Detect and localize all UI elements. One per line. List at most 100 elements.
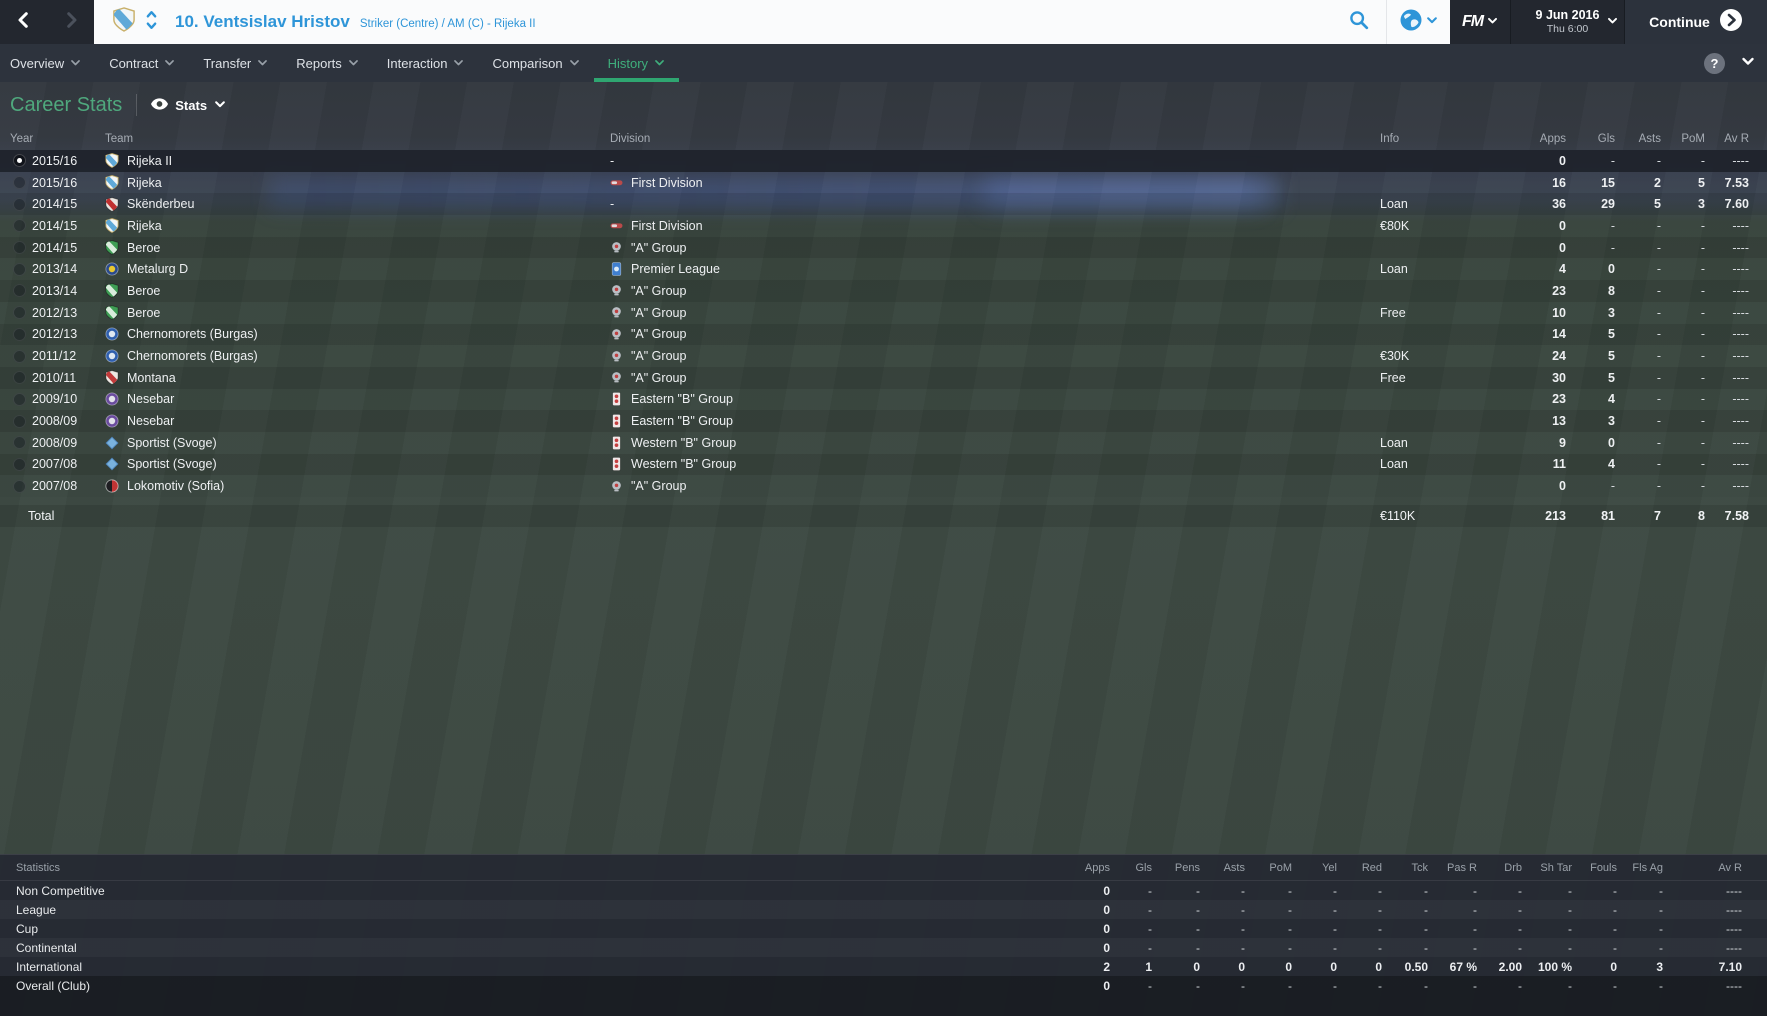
world-menu-button[interactable] <box>1387 0 1450 44</box>
search-button[interactable] <box>1332 0 1386 44</box>
gls-cell: 4 <box>1608 457 1615 472</box>
career-row[interactable]: 2011/12 Chernomorets (Burgas) "A" Group €30… <box>0 345 1767 367</box>
help-button[interactable]: ? <box>1704 52 1725 74</box>
col-header-pom[interactable]: PoM <box>1681 133 1705 145</box>
row-radio[interactable] <box>13 306 26 320</box>
team-name: Beroe <box>127 283 161 298</box>
row-radio[interactable] <box>13 197 26 211</box>
col-header-info[interactable]: Info <box>1380 133 1400 145</box>
continue-button[interactable]: Continue <box>1624 0 1767 44</box>
total-gls: 81 <box>1601 509 1615 523</box>
row-radio[interactable] <box>13 371 26 385</box>
division-name: "A" Group <box>631 283 687 298</box>
row-radio[interactable] <box>13 349 26 363</box>
row-radio[interactable] <box>13 176 26 190</box>
stats-value-cell: - <box>1196 902 1200 917</box>
year-cell: 2011/12 <box>0 349 105 363</box>
stats-value-cell: - <box>1659 940 1663 955</box>
col-header-asts[interactable]: Asts <box>1638 133 1661 145</box>
bottom-col-header-sh-tar: Sh Tar <box>1540 861 1572 874</box>
row-radio[interactable] <box>13 457 26 471</box>
career-row[interactable]: 2012/13 Beroe "A" Group Free 10 3- - ---- <box>0 302 1767 324</box>
career-row[interactable]: 2015/16 Rijeka First Division 16 15 2 5 7.53 <box>0 172 1767 194</box>
row-radio[interactable] <box>13 479 26 493</box>
row-radio[interactable] <box>13 327 26 341</box>
nav-item-overview[interactable]: Overview <box>0 44 95 82</box>
career-table-body: 2015/16 Rijeka II -0- - - ---- 2015/16 Rijeka Fi… <box>0 150 1767 497</box>
career-row[interactable]: 2008/09 Sportist (Svoge) Western "B" Group… <box>0 432 1767 454</box>
row-radio[interactable] <box>13 414 26 428</box>
row-radio[interactable] <box>13 436 26 450</box>
player-switch-icon[interactable] <box>145 9 158 36</box>
row-radio[interactable] <box>13 219 26 233</box>
back-button[interactable] <box>0 0 47 44</box>
career-row[interactable]: 2015/16 Rijeka II -0- - - ---- <box>0 150 1767 172</box>
view-picker-dropdown[interactable]: Stats <box>151 98 226 113</box>
career-row[interactable]: 2013/14 Beroe "A" Group 23 8- - ---- <box>0 280 1767 302</box>
team-crest-icon <box>105 153 119 169</box>
bottom-col-header-drb: Drb <box>1504 861 1522 874</box>
stats-value-cell: 1 <box>1145 959 1152 974</box>
year-cell: 2014/15 <box>0 241 105 255</box>
team-crest-icon <box>105 218 119 234</box>
career-row[interactable]: 2013/14 Metalurg D Premier League Loan 4 0- - -… <box>0 258 1767 280</box>
col-header-avr[interactable]: Av R <box>1724 133 1749 145</box>
col-header-division[interactable]: Division <box>610 133 651 145</box>
stats-value-cell: 3 <box>1656 959 1663 974</box>
division-name: "A" Group <box>631 349 687 364</box>
row-radio[interactable] <box>13 392 26 406</box>
career-row[interactable]: 2012/13 Chernomorets (Burgas) "A" Group 14 5… <box>0 323 1767 346</box>
nav-item-comparison[interactable]: Comparison <box>478 44 593 82</box>
career-row[interactable]: 2014/15 Beroe "A" Group 0- - - ---- <box>0 236 1767 259</box>
career-row[interactable]: 2008/09 Nesebar Eastern "B" Group 13 3- - ---- <box>0 410 1767 432</box>
pom-cell: - <box>1700 305 1705 320</box>
info-cell: Loan <box>1380 457 1408 472</box>
date-picker-button[interactable]: 9 Jun 2016 Thu 6:00 <box>1510 0 1624 44</box>
career-row[interactable]: 2014/15 Skënderbeu - Loan 36 29 5 3 7.60 <box>0 193 1767 216</box>
row-radio[interactable] <box>13 154 26 168</box>
bottom-col-header-asts: Asts <box>1223 861 1245 874</box>
navbar-collapse-icon[interactable] <box>1741 54 1755 73</box>
year-label: 2008/09 <box>32 435 78 450</box>
col-header-team[interactable]: Team <box>105 133 134 145</box>
nav-item-contract[interactable]: Contract <box>95 44 189 82</box>
fm-menu-button[interactable]: FM <box>1450 0 1510 44</box>
career-row[interactable]: 2007/08 Lokomotiv (Sofia) "A" Group 0- - - ---… <box>0 475 1767 497</box>
division-cell: "A" Group <box>610 241 1380 255</box>
asts-cell: - <box>1656 283 1661 298</box>
col-header-gls[interactable]: Gls <box>1597 133 1615 145</box>
division-cell: Premier League <box>610 262 1380 276</box>
year-label: 2013/14 <box>32 262 78 277</box>
year-label: 2015/16 <box>32 153 78 168</box>
year-cell: 2007/08 <box>0 479 105 493</box>
forward-button[interactable] <box>47 0 94 44</box>
nav-item-reports[interactable]: Reports <box>282 44 373 82</box>
row-radio[interactable] <box>13 241 26 255</box>
asts-cell: - <box>1656 479 1661 494</box>
stats-value-cell: 0 <box>1103 902 1110 917</box>
chevron-down-icon <box>70 56 81 71</box>
asts-cell: - <box>1656 457 1661 472</box>
career-row[interactable]: 2009/10 Nesebar Eastern "B" Group 23 4- - ---- <box>0 389 1767 411</box>
year-cell: 2014/15 <box>0 197 105 211</box>
col-header-year[interactable]: Year <box>10 133 34 145</box>
row-radio[interactable] <box>13 284 26 298</box>
career-row[interactable]: 2014/15 Rijeka First Division €80K 0- - - ---- <box>0 215 1767 237</box>
stats-value-cell: ---- <box>1726 979 1742 993</box>
career-row[interactable]: 2007/08 Sportist (Svoge) Western "B" Group… <box>0 453 1767 476</box>
col-header-apps[interactable]: Apps <box>1539 133 1566 145</box>
asts-cell: - <box>1656 240 1661 255</box>
stats-value-cell: - <box>1518 902 1522 917</box>
header-divider <box>136 94 138 116</box>
team-crest-icon <box>105 457 119 471</box>
division-cell: Western "B" Group <box>610 436 1380 450</box>
pom-cell: - <box>1700 153 1705 168</box>
stats-value-cell: 0 <box>1103 883 1110 898</box>
stats-row-label: League <box>16 902 57 917</box>
career-row[interactable]: 2010/11 Montana "A" Group Free 30 5- - ---- <box>0 366 1767 389</box>
nav-item-transfer[interactable]: Transfer <box>189 44 282 82</box>
row-radio[interactable] <box>13 262 26 276</box>
nav-item-history[interactable]: History <box>594 44 679 82</box>
stats-value-cell: - <box>1568 921 1572 936</box>
nav-item-interaction[interactable]: Interaction <box>373 44 479 82</box>
